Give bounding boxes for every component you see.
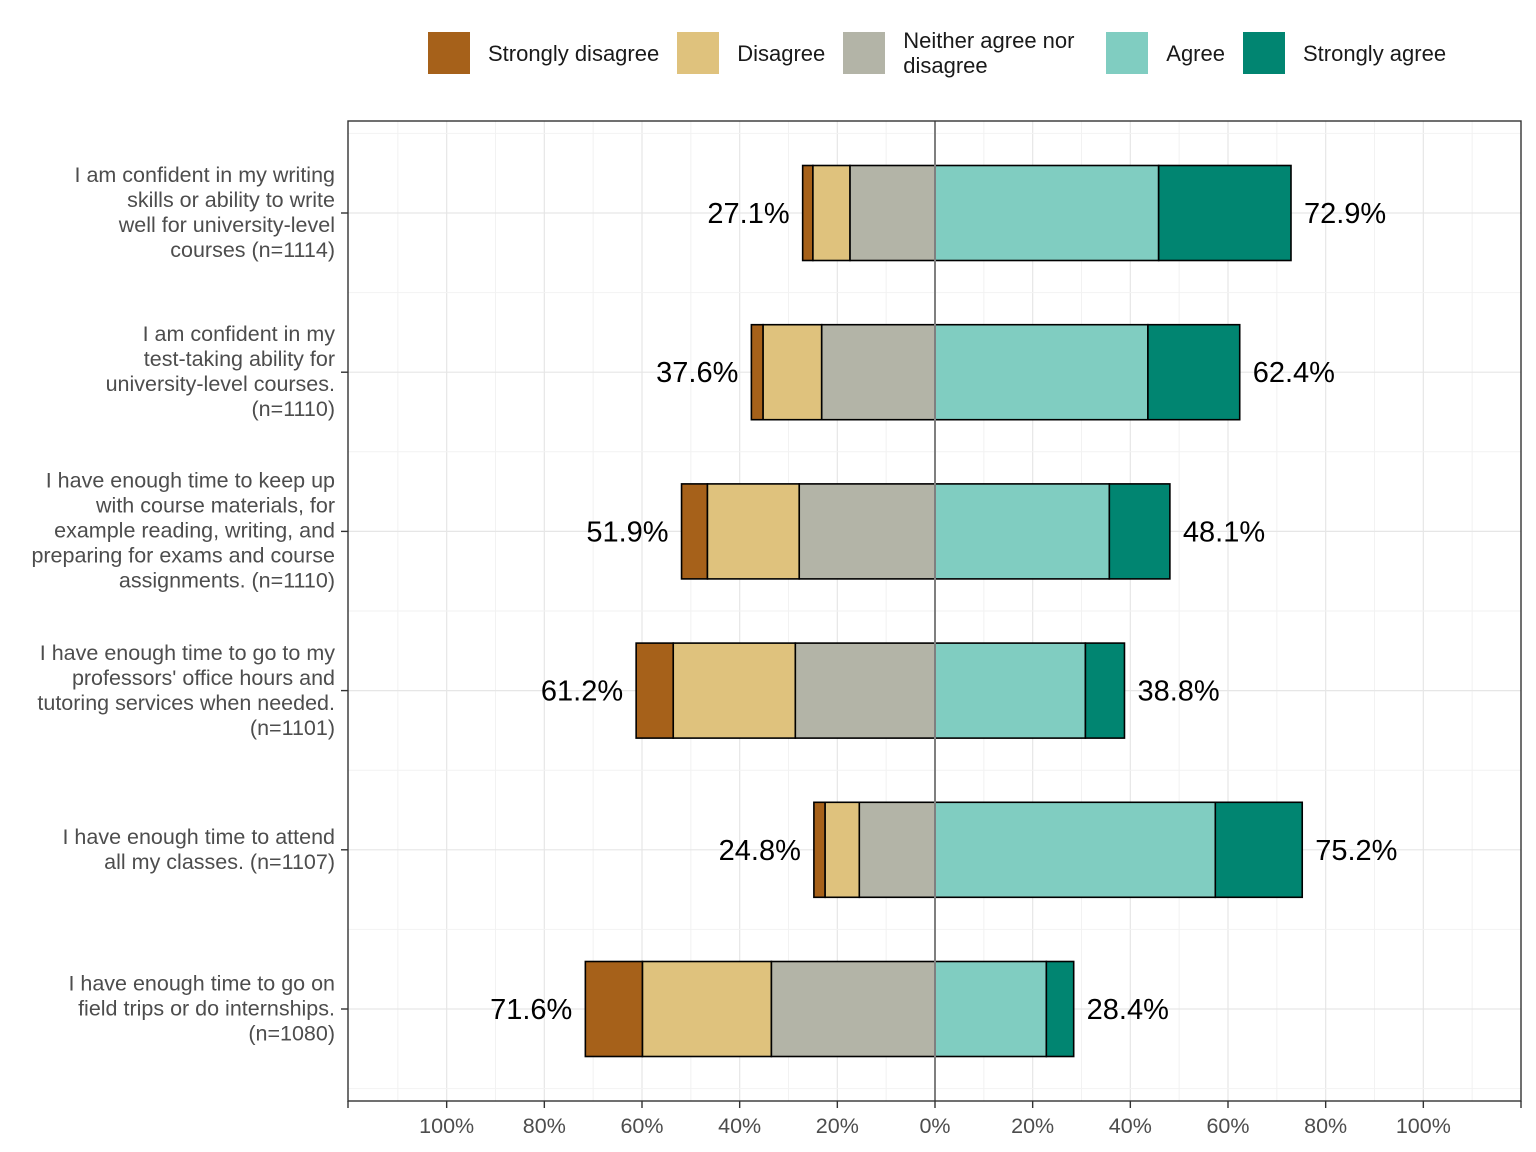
bar-segment-neither	[849, 164, 936, 262]
bar-segment-agree	[934, 642, 1087, 739]
bar-segment-disagree	[706, 483, 801, 580]
category-label: I have enough time to keep up with course…	[31, 469, 335, 594]
bar-segment-strongly-disagree	[750, 323, 764, 421]
positive-total-label: 72.9%	[1304, 198, 1386, 230]
bar-segment-disagree	[672, 642, 797, 739]
bar-segment-agree	[934, 323, 1149, 421]
bar-segment-strongly-disagree	[584, 960, 644, 1058]
category-label-line: example reading, writing, and	[54, 518, 335, 543]
bar-segment-disagree	[762, 323, 823, 421]
bar-segment-agree	[934, 801, 1217, 899]
x-tick-label: 100%	[419, 1114, 474, 1138]
category-label-line: I have enough time to attend	[62, 824, 335, 849]
legend-item-agree: Agree	[1106, 32, 1225, 74]
category-label-line: I have enough time to go to my	[39, 640, 335, 665]
category-label-line: tutoring services when needed.	[37, 690, 335, 715]
bar-segment-agree	[934, 164, 1160, 262]
category-label-line: preparing for exams and course	[31, 543, 335, 568]
x-tick-label: 20%	[816, 1114, 859, 1138]
bar-segment-strongly-disagree	[813, 801, 826, 899]
bar-segment-agree	[934, 483, 1111, 580]
bar-segment-disagree	[641, 960, 773, 1058]
legend-swatch-strongly-agree	[1242, 32, 1285, 74]
bar-segment-strongly-agree	[1084, 642, 1126, 739]
legend-swatch-agree	[1106, 32, 1149, 74]
legend-label-neither: Neither agree nor disagree	[903, 28, 1075, 78]
negative-total-label: 27.1%	[707, 198, 789, 230]
category-label-line: field trips or do internships.	[78, 996, 335, 1021]
bar-segment-strongly-agree	[1147, 323, 1241, 421]
bar-segment-agree	[934, 960, 1048, 1058]
category-label-line: university-level courses.	[105, 372, 335, 397]
category-label-line: (n=1110)	[251, 397, 335, 422]
category-label: I have enough time to go to my professors…	[37, 641, 335, 741]
legend-item-strongly-agree: Strongly agree	[1242, 32, 1447, 74]
category-label-line: courses (n=1114)	[170, 238, 335, 262]
legend-label-disagree: Disagree	[737, 40, 826, 66]
category-label-line: test-taking ability for	[143, 347, 335, 372]
x-tick-label: 60%	[620, 1114, 663, 1138]
bar-segment-disagree	[824, 801, 861, 899]
x-tick-label: 80%	[1304, 1114, 1347, 1138]
category-label-line: professors' office hours and	[71, 665, 335, 690]
positive-total-label: 62.4%	[1253, 357, 1335, 389]
negative-total-label: 71.6%	[490, 994, 572, 1026]
legend-label-agree: Agree	[1166, 40, 1225, 66]
bar-segment-strongly-agree	[1045, 960, 1075, 1058]
positive-total-label: 38.8%	[1137, 676, 1219, 708]
positive-total-label: 28.4%	[1087, 994, 1169, 1026]
category-label-line: well for university-level	[118, 213, 335, 237]
bar-segment-neither	[770, 960, 936, 1058]
category-label: I am confident in my writing skills or ab…	[75, 163, 336, 263]
x-tick-label: 100%	[1396, 1114, 1451, 1138]
category-label-line: (n=1101)	[249, 715, 335, 740]
category-label-line: I have enough time to go on	[68, 971, 335, 996]
negative-total-label: 51.9%	[586, 516, 668, 548]
category-label-line: skills or ability to write	[127, 188, 335, 212]
x-tick-label: 40%	[718, 1114, 761, 1138]
category-label-line: I have enough time to keep up	[45, 468, 335, 493]
bar-segment-strongly-agree	[1157, 164, 1292, 262]
positive-total-label: 75.2%	[1315, 835, 1397, 867]
negative-total-label: 37.6%	[656, 357, 738, 389]
bar-segment-strongly-disagree	[635, 642, 675, 739]
category-label-line: I am confident in my writing	[74, 163, 336, 187]
legend-swatch-neither	[843, 32, 886, 74]
category-label-line: with course materials, for	[96, 493, 335, 518]
negative-total-label: 61.2%	[541, 676, 623, 708]
bar-segment-strongly-disagree	[680, 483, 709, 580]
legend-swatch-disagree	[677, 32, 720, 74]
bar-segment-strongly-agree	[1108, 483, 1171, 580]
legend-label-strongly-agree: Strongly agree	[1302, 40, 1447, 66]
category-label-line: assignments. (n=1110)	[118, 568, 335, 593]
category-label: I have enough time to go on field trips o…	[68, 972, 335, 1047]
legend: Strongly disagree Disagree Neither agree…	[428, 28, 1464, 78]
x-tick-label: 20%	[1011, 1114, 1054, 1138]
x-tick-label: 0%	[919, 1114, 950, 1138]
legend-swatch-strongly-disagree	[428, 32, 470, 74]
bar-segment-strongly-disagree	[801, 164, 814, 262]
category-label-line: all my classes. (n=1107)	[104, 849, 335, 874]
bar-segment-disagree	[812, 164, 851, 262]
x-tick-label: 40%	[1109, 1114, 1152, 1138]
category-label-line: I am confident in my	[142, 322, 335, 347]
category-label: I have enough time to attend all my class…	[62, 825, 335, 875]
bar-segment-neither	[820, 323, 936, 421]
x-tick-label: 60%	[1206, 1114, 1249, 1138]
legend-label-strongly-disagree: Strongly disagree	[488, 40, 660, 66]
legend-item-disagree: Disagree	[677, 32, 825, 74]
negative-total-label: 24.8%	[719, 835, 801, 867]
legend-item-neither: Neither agree nor disagree	[843, 28, 1088, 78]
category-label: I am confident in my test-taking ability …	[106, 322, 335, 422]
x-tick-label: 80%	[523, 1114, 566, 1138]
bar-segment-neither	[858, 801, 936, 899]
bar-segment-strongly-agree	[1214, 801, 1304, 899]
category-label-line: (n=1080)	[248, 1021, 335, 1046]
bar-segment-neither	[794, 642, 936, 739]
bar-segment-neither	[798, 483, 936, 580]
legend-item-strongly-disagree: Strongly disagree	[428, 32, 659, 74]
positive-total-label: 48.1%	[1183, 516, 1265, 548]
